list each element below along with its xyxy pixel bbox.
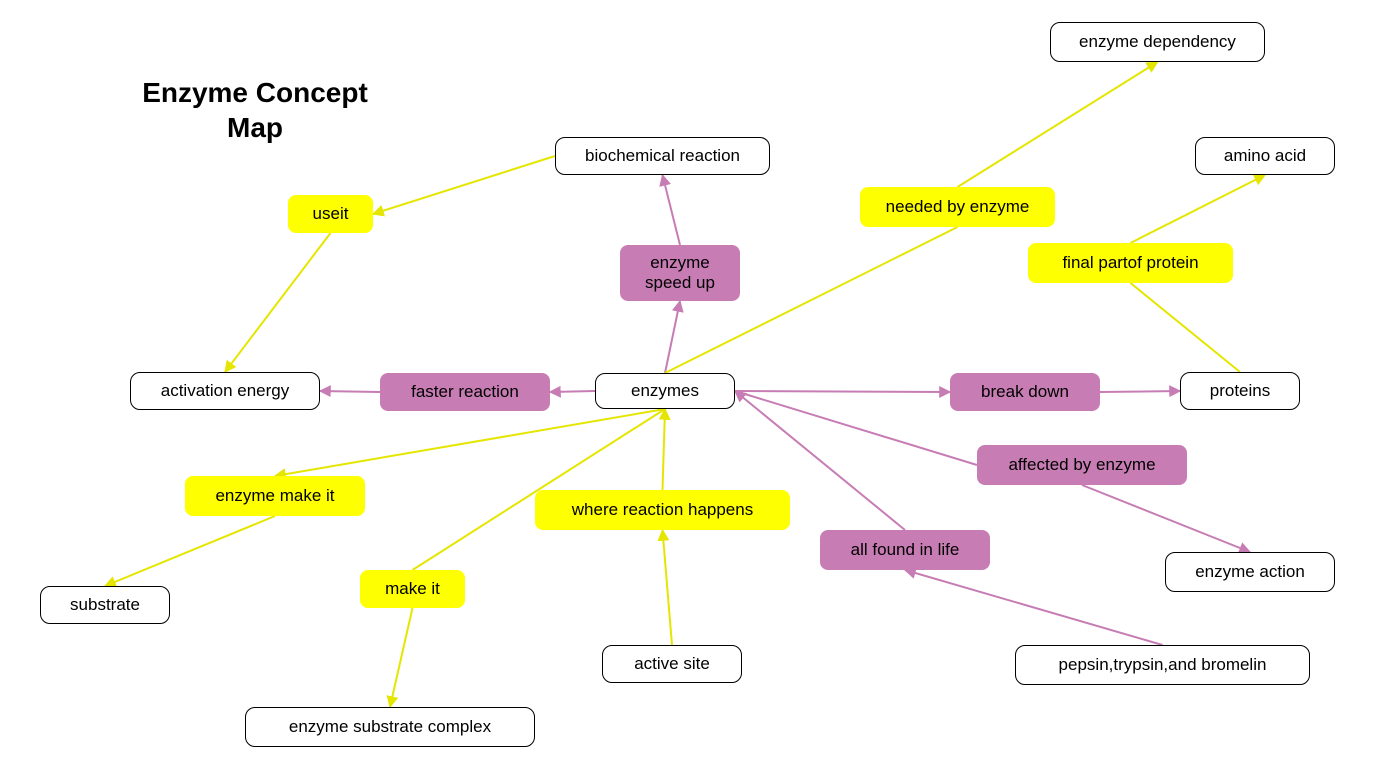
node-es_complex: enzyme substrate complex bbox=[245, 707, 535, 747]
edge-enzymes-affected_by bbox=[735, 391, 977, 465]
edge-enzymes-break_down bbox=[735, 391, 950, 392]
edge-faster_reaction-activation bbox=[320, 391, 380, 392]
node-useit: useit bbox=[288, 195, 373, 233]
edge-enzymes-faster_reaction bbox=[550, 391, 595, 392]
edge-final_part-amino_acid bbox=[1131, 175, 1266, 243]
edge-affected_by-enzyme_action bbox=[1082, 485, 1250, 552]
node-enzymes: enzymes bbox=[595, 373, 735, 409]
edge-enzyme_make_it-substrate bbox=[105, 516, 275, 586]
node-substrate: substrate bbox=[40, 586, 170, 624]
edge-useit-activation bbox=[225, 233, 331, 372]
node-final_part: final partof protein bbox=[1028, 243, 1233, 283]
node-biochem: biochemical reaction bbox=[555, 137, 770, 175]
edge-make_it-es_complex bbox=[390, 608, 413, 707]
edge-biochem-useit bbox=[373, 156, 555, 214]
node-proteins: proteins bbox=[1180, 372, 1300, 410]
diagram-title: Enzyme Concept Map bbox=[125, 75, 385, 145]
node-affected_by: affected by enzyme bbox=[977, 445, 1187, 485]
node-pepsin: pepsin,trypsin,and bromelin bbox=[1015, 645, 1310, 685]
concept-map-canvas: Enzyme Concept Map enzymes biochemical re… bbox=[0, 0, 1391, 775]
edge-needed_by-enzyme_dep bbox=[958, 62, 1158, 187]
edge-pepsin-all_found bbox=[905, 570, 1163, 645]
edge-proteins-final_part bbox=[1131, 283, 1241, 372]
node-enzyme_dep: enzyme dependency bbox=[1050, 22, 1265, 62]
edge-active_site-where_happens bbox=[663, 530, 673, 645]
node-enzyme_make_it: enzyme make it bbox=[185, 476, 365, 516]
node-activation: activation energy bbox=[130, 372, 320, 410]
node-amino_acid: amino acid bbox=[1195, 137, 1335, 175]
node-all_found: all found in life bbox=[820, 530, 990, 570]
node-where_happens: where reaction happens bbox=[535, 490, 790, 530]
node-faster_reaction: faster reaction bbox=[380, 373, 550, 411]
node-active_site: active site bbox=[602, 645, 742, 683]
edge-enzymes-enzyme_make_it bbox=[275, 409, 665, 476]
edge-where_happens-enzymes bbox=[663, 409, 666, 490]
edge-enzymes-speed_up bbox=[665, 301, 680, 373]
node-break_down: break down bbox=[950, 373, 1100, 411]
node-make_it: make it bbox=[360, 570, 465, 608]
node-needed_by: needed by enzyme bbox=[860, 187, 1055, 227]
node-enzyme_action: enzyme action bbox=[1165, 552, 1335, 592]
edge-speed_up-biochem bbox=[663, 175, 681, 245]
node-speed_up: enzyme speed up bbox=[620, 245, 740, 301]
edge-break_down-proteins bbox=[1100, 391, 1180, 392]
